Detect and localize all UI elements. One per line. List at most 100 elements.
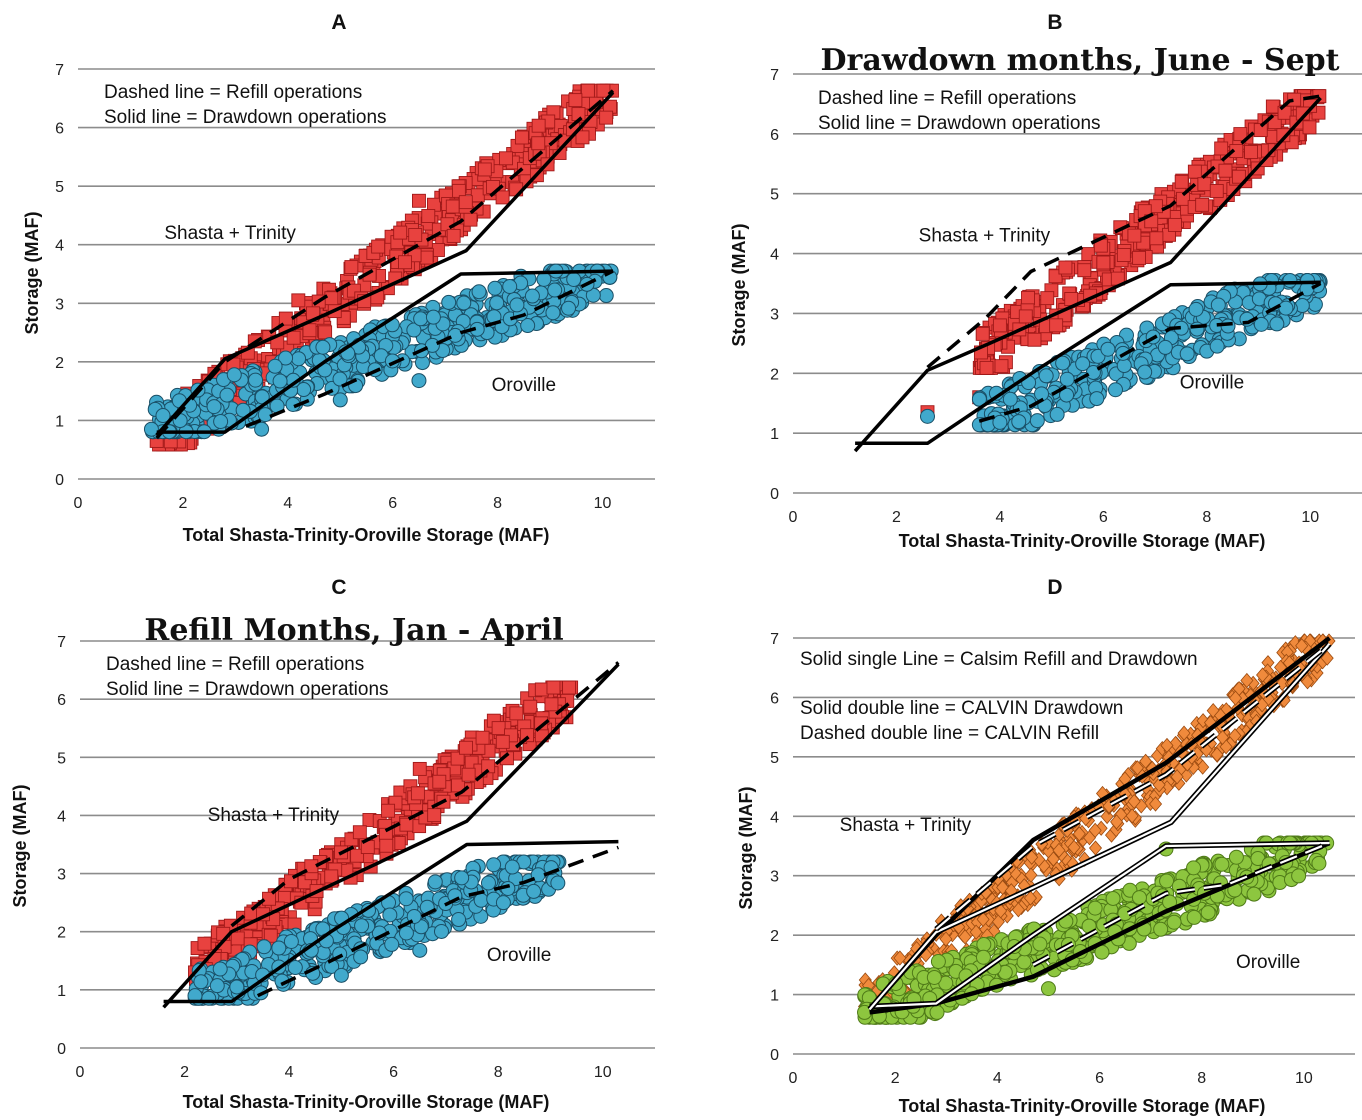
x-tick-label: 4 — [283, 495, 292, 512]
y-tick-label: 3 — [770, 869, 779, 886]
data-point — [332, 371, 348, 387]
data-point — [1127, 228, 1142, 243]
y-tick-label: 6 — [770, 127, 779, 144]
x-tick-label: 0 — [789, 509, 798, 526]
data-point — [412, 761, 427, 776]
data-point — [1157, 339, 1173, 355]
panel-d: D 0 1 2 3 4 5 6 7 0 2 4 6 8 10 Total Shasta-Trinity-Oro… — [736, 576, 1355, 1116]
panel-letter: C — [331, 576, 346, 599]
data-point — [1200, 905, 1216, 921]
data-point — [1291, 868, 1307, 884]
data-point — [461, 767, 476, 782]
data-point — [1132, 250, 1147, 265]
data-point — [546, 680, 561, 695]
data-point — [441, 294, 457, 310]
data-point — [929, 1004, 945, 1020]
data-point — [1214, 856, 1230, 872]
y-axis-label: Storage (MAF) — [22, 212, 42, 335]
x-axis-label: Total Shasta-Trinity-Oroville Storage (M… — [183, 1092, 550, 1112]
data-point — [491, 721, 506, 736]
data-point — [486, 857, 502, 873]
y-tick-label: 4 — [57, 808, 66, 825]
data-point — [332, 392, 348, 408]
data-point — [413, 311, 429, 327]
data-point — [1021, 290, 1035, 305]
data-point — [495, 734, 510, 749]
data-point — [580, 83, 595, 98]
y-axis-label: Storage (MAF) — [10, 785, 30, 908]
data-point — [1038, 368, 1054, 384]
legend-note: Solid single Line = Calsim Refill and Dr… — [800, 649, 1198, 670]
legend-note: Solid line = Drawdown operations — [818, 113, 1101, 134]
data-point — [992, 414, 1008, 430]
data-point — [1087, 900, 1103, 916]
data-point — [226, 367, 242, 383]
data-point — [352, 825, 367, 840]
data-point — [143, 421, 159, 437]
y-tick-label: 5 — [770, 187, 779, 204]
y-tick-label: 2 — [57, 925, 66, 942]
y-tick-label: 0 — [55, 472, 64, 489]
data-point — [523, 699, 538, 714]
data-point — [495, 190, 510, 205]
y-tick-label: 6 — [57, 692, 66, 709]
legend-note: Solid line = Drawdown operations — [104, 107, 387, 128]
data-point — [209, 978, 225, 994]
data-point — [979, 360, 994, 375]
data-point — [531, 136, 546, 151]
data-point — [379, 838, 394, 853]
data-point — [526, 883, 542, 899]
data-point — [427, 808, 442, 823]
data-point — [432, 774, 447, 789]
x-tick-label: 0 — [76, 1064, 85, 1081]
x-axis-label: Total Shasta-Trinity-Oroville Storage (M… — [183, 525, 550, 545]
data-point — [524, 288, 540, 304]
data-point — [384, 936, 400, 952]
data-point — [244, 906, 259, 921]
data-point — [456, 295, 472, 311]
data-point — [575, 130, 590, 145]
x-tick-label: 8 — [493, 495, 502, 512]
data-point — [473, 892, 489, 908]
y-tick-label: 6 — [770, 690, 779, 707]
x-tick-label: 2 — [180, 1064, 189, 1081]
series-label: Oroville — [1236, 952, 1300, 973]
data-point — [550, 875, 566, 891]
data-point — [271, 940, 287, 956]
data-point — [302, 323, 317, 338]
data-point — [1311, 855, 1327, 871]
data-point — [495, 895, 511, 911]
panel-letter: A — [331, 11, 346, 34]
series-label: Shasta + Trinity — [840, 815, 972, 836]
data-point — [206, 399, 222, 415]
data-point — [427, 874, 443, 890]
data-point — [291, 351, 307, 367]
data-point — [502, 278, 518, 294]
data-point — [1049, 406, 1065, 422]
data-point — [1018, 309, 1033, 324]
y-tick-label: 7 — [770, 67, 779, 84]
data-point — [994, 359, 1009, 374]
data-point — [445, 199, 460, 214]
data-point — [425, 309, 441, 325]
data-point — [344, 260, 359, 275]
data-point — [1059, 371, 1075, 387]
panel-letter: D — [1047, 576, 1062, 599]
data-point — [459, 740, 473, 755]
x-tick-label: 4 — [285, 1064, 294, 1081]
x-tick-label: 10 — [1295, 1070, 1313, 1087]
data-point — [1195, 197, 1210, 212]
data-point — [419, 250, 434, 265]
data-point — [561, 300, 577, 316]
data-point — [381, 803, 396, 818]
series-label: Shasta + Trinity — [164, 223, 296, 244]
data-point — [1188, 301, 1204, 317]
data-point — [421, 209, 436, 223]
data-point — [315, 339, 331, 355]
drawdown-operations-line — [156, 269, 614, 434]
panel-c: C 0 1 2 3 4 5 6 7 0 2 4 6 8 10 Total Shasta-Trinity-Oro… — [10, 576, 655, 1112]
data-point — [1176, 191, 1190, 206]
data-point — [1040, 981, 1056, 997]
data-point — [1209, 183, 1224, 198]
data-point — [1105, 890, 1121, 906]
